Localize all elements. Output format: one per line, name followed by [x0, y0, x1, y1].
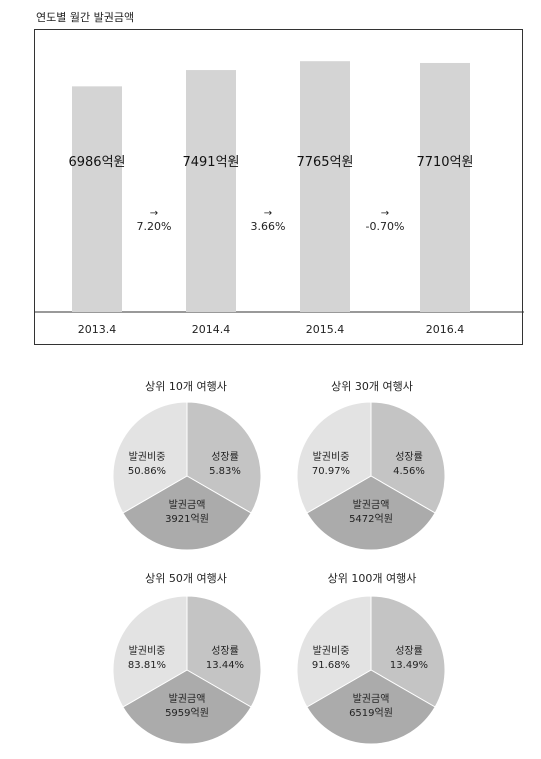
pie-title-top30: 상위 30개 여행사 — [331, 380, 413, 393]
pie-slice-name: 발권금액 — [169, 499, 206, 511]
pie-slice — [296, 595, 372, 708]
pie-slice — [186, 595, 262, 708]
pie-slice-name: 발권비중 — [313, 451, 350, 463]
pie-slice — [370, 595, 446, 708]
x-tick-label: 2014.4 — [192, 323, 231, 336]
pie-slice-name: 발권비중 — [129, 645, 166, 657]
pie-slice-name: 발권비중 — [313, 645, 350, 657]
pie-slice-value: 91.68% — [312, 660, 350, 671]
pie-slice-value: 3921억원 — [165, 513, 209, 525]
pie-slice — [306, 669, 436, 745]
pie-slice-name: 발권비중 — [129, 451, 166, 463]
pie-title-top10: 상위 10개 여행사 — [145, 380, 227, 393]
pie-slice-value: 50.86% — [128, 466, 166, 477]
growth-arrow: → — [264, 208, 272, 219]
pie-slice-value: 5472억원 — [349, 513, 393, 525]
pie-slice — [186, 401, 262, 514]
pie-slice-name: 성장률 — [211, 645, 239, 657]
pie-slice-name: 성장률 — [395, 645, 423, 657]
pie-slice — [306, 475, 436, 551]
pie-slice-value: 4.56% — [393, 466, 425, 477]
pie-slice-value: 5959억원 — [165, 707, 209, 719]
x-tick-label: 2016.4 — [426, 323, 465, 336]
bar — [72, 86, 122, 312]
bar — [420, 62, 470, 313]
x-tick-label: 2013.4 — [78, 323, 117, 336]
pie-slice — [370, 401, 446, 514]
bar-chart-frame: 6986억원 2013.4 7491억원 2014.4 7765억원 2015.4 7710… — [34, 29, 524, 345]
pie-slice — [112, 595, 188, 708]
pie-slice-value: 6519억원 — [349, 707, 393, 719]
chart-title: 연도별 월간 발권금액 — [36, 11, 135, 24]
pie-slice-value: 13.49% — [390, 660, 428, 671]
pie-title-top50: 상위 50개 여행사 — [145, 572, 227, 585]
pie-slice-value: 83.81% — [128, 660, 166, 671]
pie-slice — [112, 401, 188, 514]
growth-arrow: → — [381, 208, 389, 219]
x-tick-label: 2015.4 — [306, 323, 345, 336]
pie-slice-name: 발권금액 — [169, 693, 206, 705]
pie-slice — [122, 475, 252, 551]
pie-title-top100: 상위 100개 여행사 — [327, 572, 417, 585]
pie-slice-name: 성장률 — [395, 451, 423, 463]
bar-value-label: 7765억원 — [296, 155, 353, 170]
pie-slice-value: 13.44% — [206, 660, 244, 671]
bar-value-label: 7491억원 — [182, 155, 239, 170]
growth-arrow: → — [150, 208, 158, 219]
bar-value-label: 7710억원 — [416, 155, 473, 170]
pie-slice — [122, 669, 252, 745]
pie-slice — [296, 401, 372, 514]
bar-value-label: 6986억원 — [68, 155, 125, 170]
bar — [186, 70, 236, 312]
pie-slice-name: 발권금액 — [353, 693, 390, 705]
pie-slice-value: 70.97% — [312, 466, 350, 477]
growth-label: 3.66% — [251, 220, 286, 233]
bar-chart: 6986억원 2013.4 7491억원 2014.4 7765억원 2015.4 7710… — [35, 61, 524, 336]
growth-label: 7.20% — [137, 220, 172, 233]
pie-slice-name: 발권금액 — [353, 499, 390, 511]
growth-label: -0.70% — [366, 220, 405, 233]
pie-slice-value: 5.83% — [209, 466, 241, 477]
pie-slice-name: 성장률 — [211, 451, 239, 463]
bar — [300, 61, 350, 313]
